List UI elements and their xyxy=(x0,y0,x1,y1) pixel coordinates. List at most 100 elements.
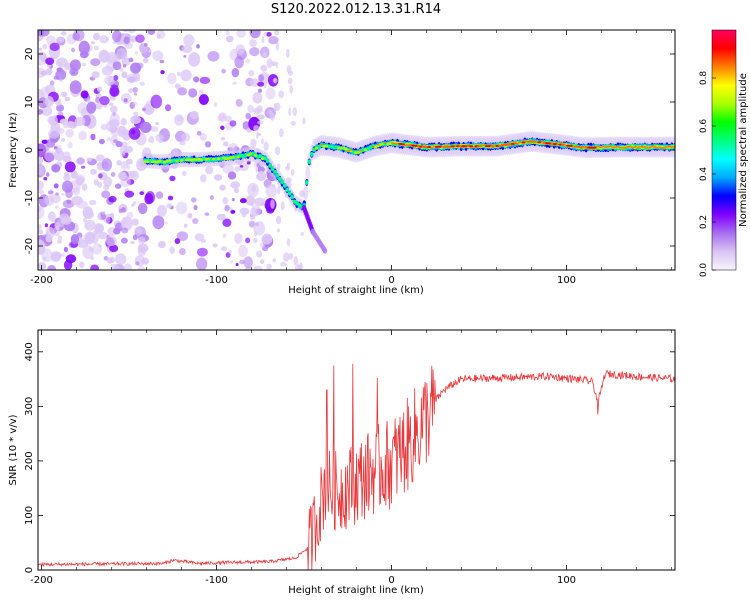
noise-blob xyxy=(254,231,258,237)
noise-blob xyxy=(123,263,133,270)
noise-blob xyxy=(109,212,115,219)
ridge-tail-cell xyxy=(322,247,328,254)
noise-blob xyxy=(107,75,115,83)
ridge-cell xyxy=(332,145,336,150)
noise-blob xyxy=(257,88,263,93)
ridge-cell xyxy=(310,152,314,156)
noise-blob xyxy=(82,245,95,259)
noise-blob xyxy=(115,141,123,148)
noise-blob xyxy=(144,43,148,47)
colorbar-tick-label: 0.4 xyxy=(699,167,709,182)
noise-blob xyxy=(231,67,240,78)
noise-blob xyxy=(289,84,294,94)
noise-blob xyxy=(65,128,74,138)
ridge-cell xyxy=(317,144,321,149)
noise-blob xyxy=(76,157,85,165)
noise-blob xyxy=(71,195,83,206)
noise-blob xyxy=(183,55,187,58)
noise-blob xyxy=(252,237,258,244)
noise-blob xyxy=(243,256,253,269)
noise-blob xyxy=(260,201,264,207)
noise-blob xyxy=(216,213,227,221)
ridge-cell xyxy=(231,156,235,159)
noise-blob xyxy=(272,258,277,263)
noise-blob xyxy=(73,30,85,42)
noise-blob xyxy=(78,40,90,55)
noise-blob xyxy=(180,69,192,82)
noise-blob xyxy=(196,44,200,49)
ridge-cell xyxy=(253,154,258,157)
noise-blob xyxy=(61,253,66,257)
noise-blob xyxy=(169,175,176,182)
noise-blob xyxy=(126,211,134,219)
colorbar-tick-label: 0.2 xyxy=(699,215,709,229)
noise-blob xyxy=(106,51,118,64)
noise-blob xyxy=(280,261,287,267)
ridge-cell xyxy=(307,159,311,164)
noise-blob xyxy=(183,223,188,228)
ridge-cell xyxy=(143,160,147,163)
noise-blob xyxy=(283,252,290,262)
noise-blob xyxy=(259,259,265,265)
noise-blob xyxy=(295,264,302,270)
ridge-cell xyxy=(261,157,265,160)
noise-blob xyxy=(156,33,161,39)
noise-blob xyxy=(155,133,164,142)
noise-blob xyxy=(51,164,61,173)
ridge-core xyxy=(521,141,526,144)
noise-blob xyxy=(108,195,117,203)
noise-blob xyxy=(122,64,127,68)
ridge-cell xyxy=(393,142,397,145)
noise-blob xyxy=(256,131,259,140)
noise-blob xyxy=(199,133,207,141)
noise-blob xyxy=(274,30,280,36)
noise-blob xyxy=(257,114,265,120)
noise-blob xyxy=(64,171,70,178)
ridge-cell xyxy=(177,158,182,163)
noise-blob xyxy=(106,137,112,142)
ridge-cell xyxy=(662,147,667,149)
noise-blob xyxy=(126,73,138,84)
noise-blob xyxy=(227,171,237,180)
noise-blob xyxy=(137,246,147,257)
noise-blob xyxy=(204,165,214,175)
ridge-cell xyxy=(158,159,162,163)
noise-blob xyxy=(265,184,277,198)
noise-blob xyxy=(52,226,61,237)
ridge-cell xyxy=(604,146,608,149)
noise-blob xyxy=(38,165,45,176)
noise-blob xyxy=(225,30,230,36)
noise-blob xyxy=(64,161,76,173)
noise-blob xyxy=(45,67,53,76)
ridge-cell xyxy=(278,176,282,181)
noise-blob xyxy=(192,217,199,225)
ridge-halo xyxy=(303,184,309,201)
noise-blob xyxy=(249,30,261,39)
noise-blob xyxy=(137,265,146,270)
noise-blob xyxy=(255,174,261,180)
noise-blob xyxy=(62,155,72,163)
noise-blob xyxy=(277,163,281,170)
noise-blob xyxy=(204,141,212,148)
noise-blob xyxy=(198,94,209,105)
ridge-cell xyxy=(207,157,211,160)
ridge-cell xyxy=(314,147,319,150)
noise-blob xyxy=(133,92,138,96)
snr-axes: -200 -100 0 100 0 100 200 300 400 xyxy=(24,330,675,586)
noise-blob xyxy=(196,130,202,136)
noise-blob xyxy=(109,244,119,253)
noise-blob xyxy=(80,165,86,169)
noise-blob xyxy=(183,34,195,47)
noise-blob xyxy=(242,121,250,130)
noise-blob xyxy=(121,57,131,66)
noise-blob xyxy=(239,164,244,168)
snr-plot-area xyxy=(38,330,675,570)
noise-blob xyxy=(53,183,59,189)
noise-blob xyxy=(266,263,272,270)
noise-blob xyxy=(95,96,101,104)
ridge-cell xyxy=(635,146,640,149)
ridge-cell xyxy=(290,195,294,200)
x-tick-label: -200 xyxy=(30,275,53,286)
ridge-core xyxy=(561,143,565,146)
